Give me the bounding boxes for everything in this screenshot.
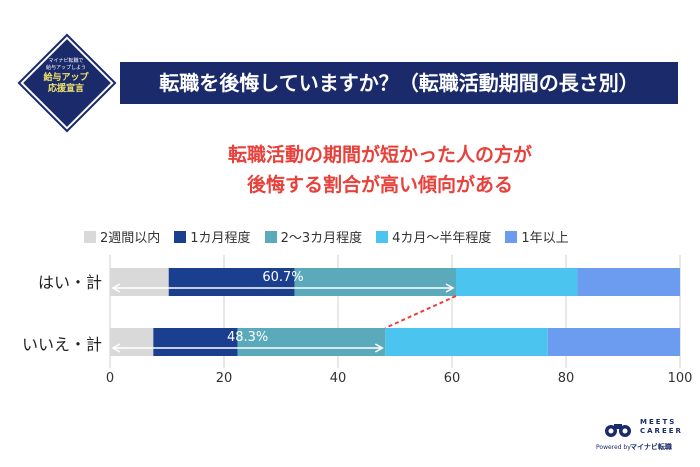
cumulative-percent-label: 48.3% xyxy=(227,330,268,345)
logo-name-line-2: CAREER xyxy=(640,427,683,435)
arrow-head-right xyxy=(374,343,384,353)
x-tick-label: 20 xyxy=(216,371,233,386)
x-tick-label: 80 xyxy=(558,371,575,386)
badge-line-2: 給与アップしよう xyxy=(45,65,86,71)
legend-item: 2〜3カ月程度 xyxy=(264,227,363,246)
powered-by-text: Powered by xyxy=(596,444,631,451)
legend-label: 4カ月〜半年程度 xyxy=(392,231,492,246)
x-tick-label: 60 xyxy=(444,371,461,386)
binoculars-icon xyxy=(605,424,631,437)
bar-segment xyxy=(168,268,295,296)
brand-name: マイナビ転職 xyxy=(630,443,672,451)
arrow-head-left xyxy=(111,283,121,293)
chart-legend: 2週間以内 1カ月程度 2〜3カ月程度 4カ月〜半年程度 1年以上 xyxy=(84,227,684,246)
category-label-no: いいえ・計 xyxy=(21,335,102,354)
badge-line-3: 給与アップ xyxy=(43,73,89,83)
legend-item: 1年以上 xyxy=(505,227,569,246)
badge-line-4: 応援宣言 xyxy=(47,84,84,94)
bar-segment xyxy=(455,268,578,296)
meets-career-logo: MEETS CAREER Powered by マイナビ転職 xyxy=(596,418,694,458)
logo-name: MEETS CAREER xyxy=(640,418,683,436)
x-tick-label: 100 xyxy=(668,371,693,386)
bar-segment xyxy=(547,328,680,356)
legend-swatch xyxy=(84,230,96,243)
legend-label: 2週間以内 xyxy=(100,231,161,246)
bar-segment xyxy=(577,268,680,296)
legend-item: 4カ月〜半年程度 xyxy=(376,227,491,246)
headline: 転職活動の期間が短かった人の方が 後悔する割合が高い傾向がある xyxy=(120,140,640,200)
bar-segment xyxy=(110,328,154,356)
category-label-yes: はい・計 xyxy=(37,273,102,292)
legend-swatch xyxy=(376,230,389,243)
x-tick-label: 40 xyxy=(330,371,347,386)
legend-label: 1カ月程度 xyxy=(190,231,251,246)
badge-line-1: マイナビ転職で xyxy=(48,58,84,64)
bar-segment xyxy=(237,328,386,356)
cumulative-percent-label: 60.7% xyxy=(262,270,303,285)
headline-line-1: 転職活動の期間が短かった人の方が xyxy=(227,144,532,166)
logo-name-line-1: MEETS xyxy=(640,418,677,426)
headline-line-2: 後悔する割合が高い傾向がある xyxy=(246,174,513,196)
legend-swatch xyxy=(505,230,518,243)
arrow-head-left xyxy=(111,343,121,353)
bar-segment xyxy=(153,328,238,356)
legend-label: 1年以上 xyxy=(521,231,569,246)
bar-segment xyxy=(385,328,548,356)
legend-swatch xyxy=(174,230,187,243)
legend-label: 2〜3カ月程度 xyxy=(280,231,363,246)
page-title: 転職を後悔していますか？（転職活動期間の長さ別） xyxy=(159,71,639,95)
badge-text: マイナビ転職で 給与アップしよう 給与アップ 応援宣言 xyxy=(24,58,108,95)
x-tick-label: 0 xyxy=(106,371,114,386)
legend-item: 2週間以内 xyxy=(84,227,160,246)
legend-swatch xyxy=(264,230,277,243)
legend-item: 1カ月程度 xyxy=(174,227,251,246)
arrow-head-right xyxy=(445,283,455,293)
title-bar: 転職を後悔していますか？（転職活動期間の長さ別） xyxy=(120,62,678,104)
comparison-connector xyxy=(384,295,457,329)
campaign-badge: マイナビ転職で 給与アップしよう 給与アップ 応援宣言 xyxy=(17,33,117,133)
bar-segment xyxy=(294,268,456,296)
